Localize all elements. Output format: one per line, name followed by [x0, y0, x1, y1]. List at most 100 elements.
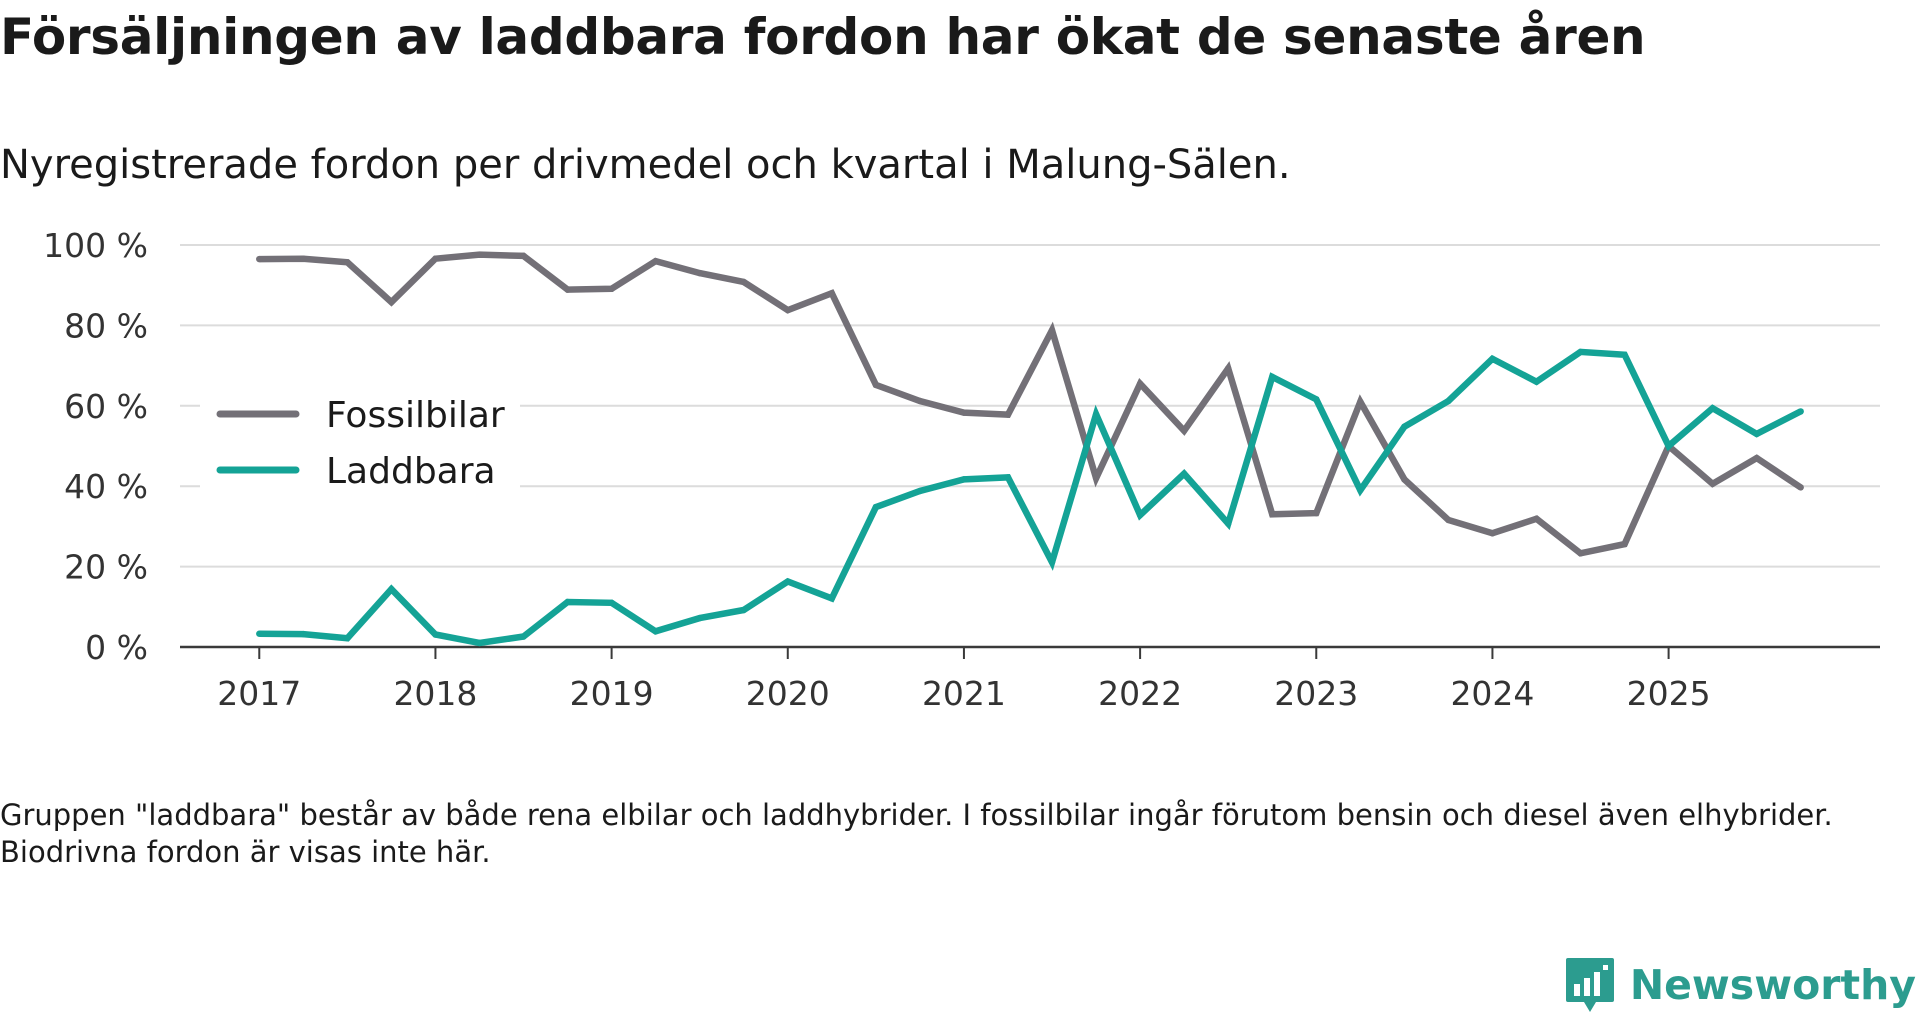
data-point: [1313, 396, 1320, 403]
footnote: Gruppen "laddbara" består av både rena e…: [0, 798, 1833, 869]
data-point: [300, 255, 307, 262]
data-point: [1533, 378, 1540, 385]
x-tick-label: 2025: [1627, 674, 1711, 713]
data-point: [1577, 550, 1584, 557]
x-tick-label: 2018: [393, 674, 477, 713]
data-point: [696, 614, 703, 622]
data-point: [1180, 470, 1188, 477]
data-point: [872, 503, 880, 511]
data-point: [652, 628, 659, 635]
data-point: [1357, 487, 1364, 494]
data-point: [1665, 442, 1672, 450]
data-point: [1004, 474, 1012, 481]
data-point: [388, 298, 395, 306]
x-tick-label: 2019: [570, 674, 654, 713]
data-point: [1445, 397, 1452, 405]
series-points-fossilbilar: [256, 251, 1804, 557]
data-point: [1401, 476, 1408, 483]
data-point: [476, 251, 483, 258]
data-point: [432, 255, 439, 262]
x-tick-label: 2022: [1098, 674, 1182, 713]
y-axis-tick-labels: 0 % 20 % 40 % 60 % 80 % 100 %: [43, 226, 148, 667]
data-point: [256, 630, 263, 637]
series-line-fossilbilar: [259, 251, 1803, 557]
data-point: [784, 578, 791, 585]
data-point: [1533, 515, 1540, 522]
data-point: [564, 286, 571, 293]
data-point: [1092, 411, 1100, 418]
series-points-laddbara: [256, 348, 1804, 647]
line-chart: 0 % 20 % 40 % 60 % 80 % 100 % 2017 2018 2019 202…: [43, 226, 1880, 713]
y-tick-label: 0 %: [85, 628, 148, 667]
data-point: [564, 598, 571, 606]
chart-subtitle: Nyregistrerade fordon per drivmedel och …: [0, 142, 1291, 188]
data-point: [652, 257, 659, 265]
data-point: [1709, 405, 1716, 412]
data-point: [520, 252, 527, 260]
y-tick-label: 40 %: [64, 467, 148, 506]
data-point: [344, 634, 351, 642]
data-point: [828, 595, 836, 602]
x-tick-label: 2017: [217, 674, 301, 713]
data-point: [828, 290, 836, 297]
data-point: [388, 585, 395, 593]
legend: Fossilbilar Laddbara: [200, 382, 520, 492]
data-point: [432, 631, 439, 638]
data-point: [300, 630, 307, 638]
data-point: [1269, 373, 1276, 381]
x-tick-label: 2024: [1450, 674, 1534, 713]
legend-label-fossilbilar: Fossilbilar: [326, 395, 505, 436]
data-point: [256, 255, 263, 263]
data-point: [1224, 520, 1232, 527]
data-point: [1753, 430, 1760, 438]
y-tick-label: 100 %: [43, 226, 148, 265]
data-point: [960, 476, 968, 483]
data-point: [1180, 427, 1188, 434]
data-point: [784, 306, 791, 314]
data-point: [960, 409, 968, 416]
x-tick-label: 2020: [746, 674, 830, 713]
data-point: [1489, 355, 1496, 362]
data-point: [1136, 511, 1144, 519]
data-point: [1797, 408, 1804, 415]
legend-label-laddbara: Laddbara: [326, 451, 496, 492]
data-point: [1621, 351, 1628, 358]
data-point: [916, 487, 924, 495]
x-tick-label: 2023: [1274, 674, 1358, 713]
data-point: [520, 633, 527, 640]
data-point: [1621, 540, 1628, 548]
data-point: [1136, 380, 1144, 387]
data-point: [1709, 480, 1716, 487]
data-point: [476, 639, 483, 647]
x-axis: 2017 2018 2019 2020 2021 2022 2023 2024 2025: [217, 647, 1711, 713]
data-point: [1092, 474, 1100, 482]
data-point: [1313, 509, 1320, 517]
data-point: [1577, 348, 1584, 356]
data-point: [1797, 484, 1804, 491]
data-point: [1753, 454, 1760, 462]
data-point: [740, 278, 747, 286]
chart-title: Försäljningen av laddbara fordon har öka…: [0, 8, 1646, 66]
data-point: [344, 259, 351, 266]
series-line-laddbara: [259, 348, 1803, 647]
data-point: [1445, 516, 1452, 524]
y-tick-label: 80 %: [64, 306, 148, 345]
y-tick-label: 20 %: [64, 548, 148, 587]
brand-name: Newsworthy: [1629, 961, 1916, 1009]
data-point: [608, 285, 615, 293]
data-point: [608, 599, 615, 606]
data-point: [1224, 365, 1232, 372]
data-point: [1048, 327, 1056, 334]
data-point: [1048, 558, 1056, 566]
data-point: [1489, 530, 1496, 537]
data-point: [1357, 398, 1364, 405]
data-point: [916, 397, 924, 405]
gridlines: [180, 244, 1880, 568]
data-point: [1269, 511, 1276, 518]
data-point: [1004, 411, 1012, 418]
data-point: [1401, 423, 1408, 430]
data-point: [696, 269, 703, 277]
newsworthy-icon: [1565, 958, 1614, 1012]
series: [256, 251, 1804, 647]
data-point: [740, 606, 747, 614]
